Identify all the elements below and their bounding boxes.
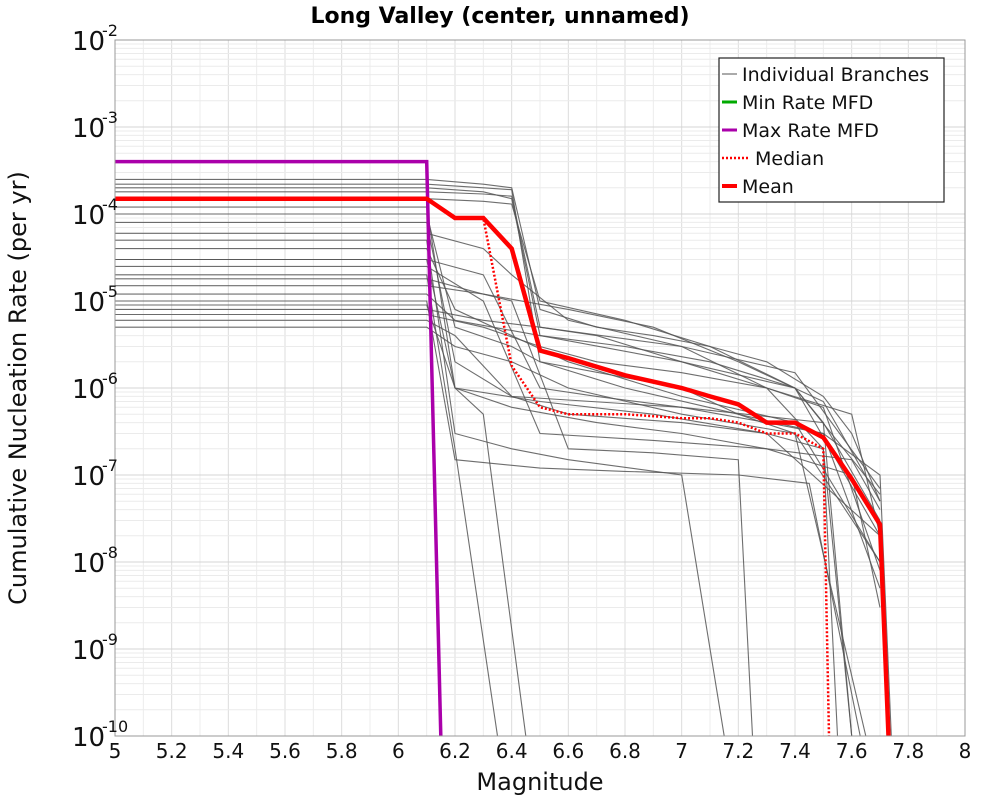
x-tick-label: 6.8: [609, 739, 641, 763]
y-tick-label: 10-3: [72, 108, 118, 144]
branch-line: [115, 313, 881, 536]
x-tick-label: 6.2: [439, 739, 471, 763]
branch-line: [115, 206, 527, 737]
y-tick-exponent: -7: [102, 456, 118, 475]
x-tick-label: 7.4: [779, 739, 811, 763]
individual-branches: [115, 178, 892, 737]
x-tick-label: 6.6: [552, 739, 584, 763]
branch-line: [115, 258, 892, 737]
branch-line: [115, 178, 881, 502]
x-tick-label: 7.6: [836, 739, 868, 763]
branch-line: [115, 308, 881, 489]
chart-title: Long Valley (center, unnamed): [310, 4, 689, 29]
y-tick-label: 10-4: [72, 195, 118, 231]
median-line: [115, 197, 831, 737]
x-axis-ticks: 5 5.2 5.4 5.6 5.8 6 6.2 6.4 6.6 6.8 7 7.2 7.4 7.6 7.8 8: [109, 739, 972, 763]
y-tick-exponent: -8: [102, 543, 118, 562]
legend-label: Mean: [742, 176, 794, 198]
branch-line: [115, 198, 881, 537]
x-tick-label: 5.4: [212, 739, 244, 763]
legend: Individual Branches Min Rate MFD Max Rate …: [718, 57, 945, 203]
y-tick-exponent: -2: [102, 21, 118, 40]
y-tick-base: 10: [72, 114, 105, 144]
x-tick-label: 8: [959, 739, 972, 763]
x-tick-label: 5.6: [269, 739, 301, 763]
x-tick-label: 7.2: [722, 739, 754, 763]
y-tick-base: 10: [72, 288, 105, 318]
y-tick-base: 10: [72, 201, 105, 231]
branch-line: [115, 274, 499, 737]
legend-label: Min Rate MFD: [742, 92, 873, 114]
x-tick-label: 7.8: [892, 739, 924, 763]
y-tick-base: 10: [72, 636, 105, 666]
y-tick-base: 10: [72, 375, 105, 405]
branch-line: [115, 239, 725, 737]
y-tick-exponent: -5: [102, 282, 118, 301]
plot-frame: [114, 39, 966, 737]
y-tick-label: 10-10: [72, 717, 128, 753]
legend-label: Max Rate MFD: [742, 120, 879, 142]
y-tick-label: 10-8: [72, 543, 118, 579]
y-tick-exponent: -6: [102, 369, 118, 388]
y-tick-label: 10-7: [72, 456, 118, 492]
x-axis-label: Magnitude: [476, 768, 603, 796]
y-tick-base: 10: [72, 549, 105, 579]
y-tick-label: 10-6: [72, 369, 118, 405]
y-tick-label: 10-2: [72, 21, 118, 57]
legend-label: Individual Branches: [742, 64, 929, 86]
x-tick-label: 7: [675, 739, 688, 763]
x-tick-label: 5: [109, 739, 122, 763]
y-tick-label: 10-5: [72, 282, 118, 318]
y-tick-exponent: -10: [102, 717, 128, 736]
y-tick-exponent: -4: [102, 195, 118, 214]
x-tick-label: 5.2: [156, 739, 188, 763]
branch-line: [115, 319, 881, 521]
branch-line: [115, 278, 881, 502]
x-tick-label: 6: [392, 739, 405, 763]
branch-line: [115, 258, 881, 608]
x-tick-label: 6.4: [496, 739, 528, 763]
summary-lines: [115, 159, 891, 737]
branch-line: [115, 183, 881, 563]
branch-line: [115, 326, 867, 737]
y-axis-label: Cumulative Nucleation Rate (per yr): [4, 171, 32, 605]
y-tick-exponent: -3: [102, 108, 118, 127]
y-tick-label: 10-9: [72, 630, 118, 666]
x-tick-label: 5.8: [326, 739, 358, 763]
y-tick-base: 10: [72, 27, 105, 57]
mean-line: [115, 196, 891, 737]
legend-label: Median: [755, 148, 824, 170]
y-tick-base: 10: [72, 723, 105, 753]
max-rate-line: [115, 159, 443, 737]
y-tick-exponent: -9: [102, 630, 118, 649]
y-tick-base: 10: [72, 462, 105, 492]
legend-box: [718, 57, 945, 203]
